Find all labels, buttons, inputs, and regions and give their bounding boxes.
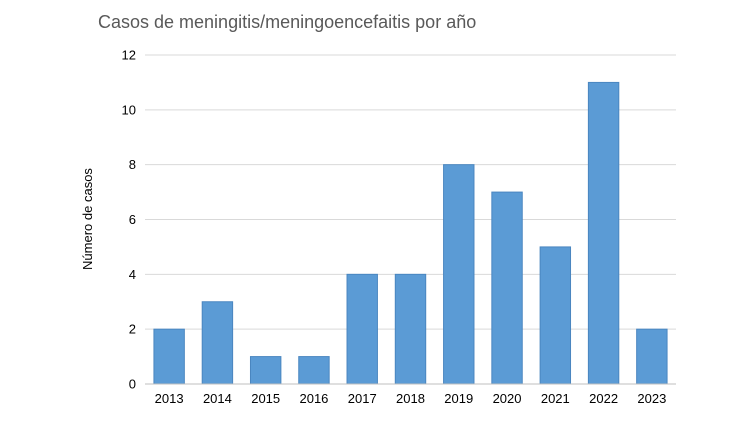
bar-2015 xyxy=(249,356,282,385)
y-axis-label: Número de casos xyxy=(80,168,95,270)
x-tick-label: 2020 xyxy=(493,391,522,406)
x-axis-ticks: 2013 2014 2015 2016 2017 2018 2019 2020 2021 2022… xyxy=(155,391,667,406)
bars xyxy=(153,81,668,385)
y-tick-label: 4 xyxy=(129,267,136,282)
x-tick-label: 2021 xyxy=(541,391,570,406)
y-tick-label: 0 xyxy=(129,377,136,392)
bar-2023 xyxy=(636,328,668,385)
x-tick-label: 2015 xyxy=(251,391,280,406)
x-tick-label: 2022 xyxy=(589,391,618,406)
bar-2020 xyxy=(491,191,523,385)
y-tick-label: 12 xyxy=(122,48,136,63)
bar-2013 xyxy=(153,328,185,385)
bar-2014 xyxy=(201,301,234,385)
x-tick-label: 2019 xyxy=(444,391,473,406)
y-tick-label: 10 xyxy=(122,102,136,117)
x-tick-label: 2017 xyxy=(348,391,377,406)
bar-2018 xyxy=(394,273,427,385)
y-tick-label: 2 xyxy=(129,322,136,337)
bar-2019 xyxy=(443,164,475,385)
x-tick-label: 2023 xyxy=(637,391,666,406)
x-tick-label: 2014 xyxy=(203,391,232,406)
y-axis-ticks: 0 2 4 6 8 10 12 xyxy=(122,48,136,392)
bar-2017 xyxy=(346,273,378,385)
y-tick-label: 8 xyxy=(129,157,136,172)
x-tick-label: 2013 xyxy=(155,391,184,406)
bar-2022 xyxy=(587,81,620,385)
chart-title: Casos de meningitis/meningoencefaitis po… xyxy=(98,12,476,32)
bar-2021 xyxy=(539,246,572,385)
bar-2016 xyxy=(298,356,330,385)
grid-lines xyxy=(145,54,676,330)
x-tick-label: 2016 xyxy=(299,391,328,406)
x-tick-label: 2018 xyxy=(396,391,425,406)
y-tick-label: 6 xyxy=(129,212,136,227)
